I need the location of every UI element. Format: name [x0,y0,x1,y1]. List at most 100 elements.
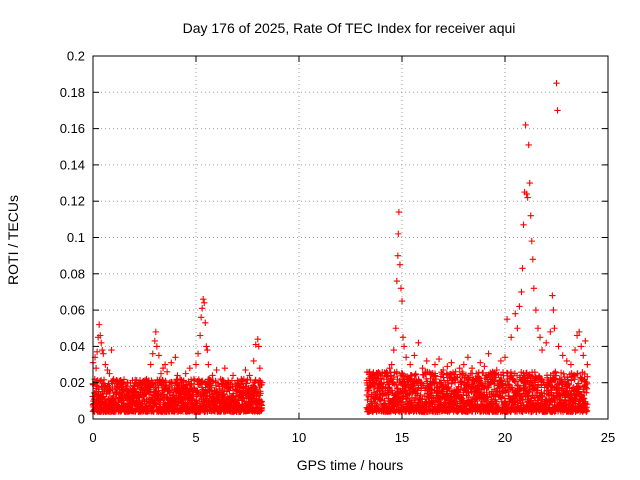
data-point [476,377,484,384]
chart-title: Day 176 of 2025, Rate Of TEC Index for r… [183,20,516,36]
data-point [559,352,566,359]
data-point [464,379,471,386]
data-point [530,285,538,292]
data-point [458,368,466,376]
data-point [221,364,229,372]
y-tick-label: 0.14 [60,157,85,172]
data-point [258,398,265,405]
data-point [382,370,389,377]
data-point [378,379,385,386]
data-point [122,384,130,392]
data-point [219,387,226,394]
data-point [468,364,476,372]
data-point [102,361,109,368]
data-point [200,296,207,303]
data-point [234,383,241,390]
data-point [512,378,520,385]
data-point [526,179,533,187]
data-point [226,387,233,394]
data-point [583,407,591,415]
data-point [456,364,463,372]
x-tick-label: 25 [601,430,615,445]
y-tick-label: 0.02 [60,375,85,390]
data-point [149,350,156,357]
data-point [440,374,447,381]
data-point [406,376,413,383]
data-point [110,375,117,383]
data-point [558,379,565,387]
data-point [553,80,560,87]
data-point [203,343,210,350]
data-point [570,371,578,379]
data-point [415,339,422,346]
data-point [258,404,265,411]
data-point [178,379,185,386]
data-point [113,389,121,396]
data-point [97,332,104,339]
data-point [407,361,414,368]
data-point [538,346,546,354]
data-point [549,292,556,299]
data-point [472,370,480,377]
data-point [390,346,397,354]
data-point [365,379,373,386]
data-point [431,361,439,368]
data-point [399,334,407,341]
data-point [575,328,583,336]
data-point [538,388,545,396]
y-tick-label: 0.1 [67,230,85,245]
data-point [181,385,189,392]
data-point [217,375,224,383]
data-point [525,389,533,396]
data-point [554,107,561,114]
data-point [520,221,527,228]
data-point [246,372,253,379]
data-point [552,372,560,379]
data-point [394,252,402,259]
data-point [143,375,150,383]
data-point [523,190,530,198]
data-point [534,381,542,388]
data-point [118,383,126,390]
data-point [519,396,526,403]
x-tick-label: 10 [292,430,306,445]
data-point [187,376,195,383]
data-point [575,380,582,387]
data-point [580,395,588,402]
data-point [568,377,575,384]
data-point [135,379,142,386]
data-point [411,352,418,359]
data-point [388,361,395,368]
data-point [258,379,266,386]
data-point [120,378,127,386]
data-point [567,361,575,368]
data-point [547,328,554,336]
data-point [503,315,511,323]
data-point [108,346,115,354]
data-point [573,332,581,339]
data-point [543,339,550,346]
data-point [106,370,113,377]
data-point [485,384,492,391]
data-point [517,402,524,410]
data-point [374,375,381,383]
data-point [466,374,474,381]
data-point [497,357,505,365]
data-point [174,372,181,379]
data-point [182,370,189,377]
data-point [563,357,570,365]
data-point [531,369,539,376]
data-point [522,121,529,129]
data-point [192,361,200,368]
data-point [157,370,165,377]
data-point [477,359,484,366]
data-points [89,80,591,415]
data-point [213,366,220,374]
data-point [489,368,496,376]
y-axis-label: ROTI / TECUs [5,195,21,285]
data-point [583,400,591,408]
data-point [505,380,512,388]
data-point [256,364,264,372]
data-point [197,314,205,321]
